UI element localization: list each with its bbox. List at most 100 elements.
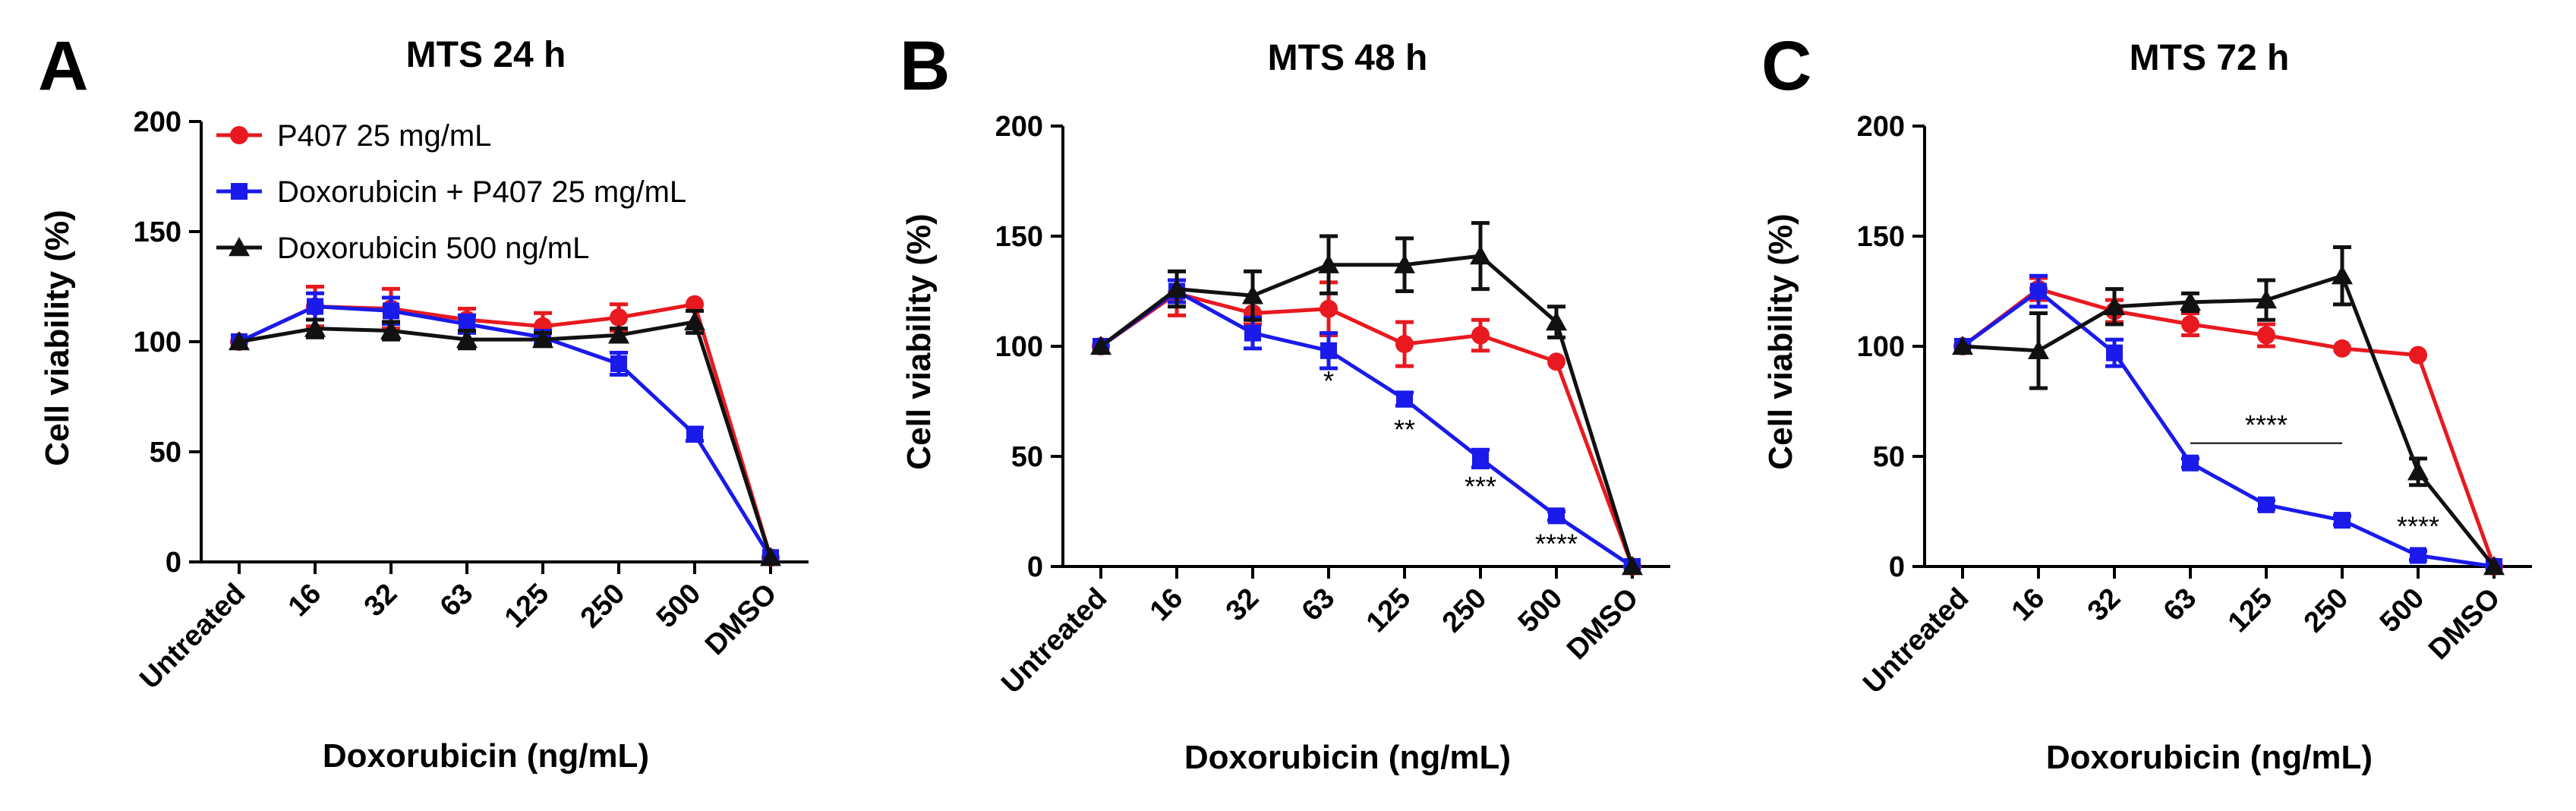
y-axis-title: Cell viability (%) <box>39 210 76 465</box>
x-tick-label: 63 <box>2158 582 2203 628</box>
data-point <box>686 295 704 314</box>
plot-area: ********** <box>1090 221 1643 576</box>
data-point <box>1547 352 1565 371</box>
x-tick-label: 16 <box>2006 582 2051 628</box>
x-tick-label: DMSO <box>1561 582 1644 666</box>
x-tick-label: 500 <box>1512 582 1569 639</box>
x-tick-label: 32 <box>1220 582 1266 628</box>
data-point <box>1394 254 1415 273</box>
data-point <box>229 331 250 351</box>
significance-label: ** <box>1394 414 1415 445</box>
series <box>229 308 781 566</box>
data-point <box>2332 265 2353 285</box>
data-point <box>684 311 705 331</box>
x-tick-label: 500 <box>2374 582 2431 639</box>
data-point <box>1320 299 1338 318</box>
significance-label: **** <box>1535 529 1578 560</box>
data-point <box>2106 344 2123 361</box>
data-point <box>760 547 781 566</box>
data-point <box>2334 512 2351 529</box>
panel-letter: A <box>38 27 88 105</box>
x-tick-label: 63 <box>434 578 480 623</box>
x-tick-label: 125 <box>2222 582 2279 639</box>
series-line <box>1962 273 2496 568</box>
data-point <box>686 425 703 443</box>
data-point <box>532 329 553 349</box>
data-point <box>1471 326 1490 345</box>
x-axis-title: Doxorubicin (ng/mL) <box>323 737 649 775</box>
data-point <box>380 320 402 339</box>
x-tick-label: 250 <box>575 578 632 635</box>
x-axis-title: Doxorubicin (ng/mL) <box>1184 739 1511 776</box>
legend: P407 25 mg/mL Doxorubicin + P407 25 mg/mL… <box>216 119 686 265</box>
series-line <box>1961 286 2496 567</box>
data-point <box>610 308 628 327</box>
series <box>1952 245 2505 576</box>
data-point <box>1470 245 1491 265</box>
significance-label: **** <box>2245 409 2288 440</box>
data-point <box>304 317 326 337</box>
y-tick-label: 200 <box>134 106 181 138</box>
series <box>1090 221 1643 576</box>
data-point <box>2407 461 2429 481</box>
data-point <box>1395 335 1414 354</box>
data-point <box>2409 346 2427 364</box>
y-tick-label: 150 <box>1857 221 1905 253</box>
data-point <box>608 324 629 344</box>
y-tick-label: 200 <box>1857 111 1905 143</box>
y-tick-label: 0 <box>1889 551 1905 583</box>
data-point <box>456 329 478 349</box>
x-tick-label: 250 <box>1436 582 1493 639</box>
y-tick-label: 150 <box>134 216 181 248</box>
data-point <box>2182 454 2199 472</box>
series-line <box>1099 291 1635 567</box>
data-point <box>459 315 475 333</box>
y-tick-label: 50 <box>150 437 181 469</box>
data-point <box>1396 390 1413 408</box>
legend-item: Doxorubicin + P407 25 mg/mL <box>216 175 686 209</box>
y-tick-label: 50 <box>1873 441 1905 473</box>
data-point <box>1546 311 1567 331</box>
x-tick-label: 500 <box>651 578 708 635</box>
significance-label: **** <box>2397 510 2439 541</box>
chart-title: MTS 72 h <box>2130 38 2290 78</box>
legend-label: Doxorubicin 500 ng/mL <box>277 232 589 265</box>
data-point <box>1166 278 1187 298</box>
legend-marker <box>231 183 248 200</box>
series-line <box>1099 289 1634 569</box>
data-point <box>2410 547 2426 564</box>
data-point <box>2257 326 2275 345</box>
legend-item: P407 25 mg/mL <box>216 119 491 153</box>
chart-title: MTS 48 h <box>1268 38 1428 78</box>
data-point <box>1242 285 1263 305</box>
y-tick-label: 100 <box>134 327 181 358</box>
significance-label: * <box>1323 365 1334 396</box>
y-tick-label: 0 <box>1027 551 1043 583</box>
data-point <box>2333 339 2351 358</box>
data-point <box>1952 336 1973 355</box>
plot-area: **** **** <box>1952 245 2505 576</box>
y-axis-title: Cell viability (%) <box>900 213 938 469</box>
chart-panel-c: C MTS 72 h Cell viability (%) Doxorubici… <box>1761 27 2532 776</box>
series-line <box>1961 289 2495 569</box>
x-tick-label: 16 <box>282 578 328 623</box>
data-point <box>1548 507 1565 525</box>
y-axis-title: Cell viability (%) <box>1762 213 1799 469</box>
chart-title: MTS 24 h <box>406 35 566 75</box>
x-tick-label: DMSO <box>2423 582 2506 666</box>
data-point <box>2258 496 2275 513</box>
x-tick-label: Untreated <box>1857 582 1975 700</box>
data-point <box>383 302 399 320</box>
data-point <box>1244 324 1261 342</box>
data-point <box>2483 556 2505 576</box>
data-point <box>2181 315 2199 333</box>
y-tick-label: 100 <box>1857 331 1905 363</box>
data-point <box>2030 282 2047 300</box>
significance-label: *** <box>1465 471 1496 502</box>
data-point <box>1472 450 1489 467</box>
legend-label: P407 25 mg/mL <box>277 119 491 153</box>
x-tick-label: DMSO <box>699 578 783 661</box>
y-tick-label: 150 <box>995 221 1043 253</box>
